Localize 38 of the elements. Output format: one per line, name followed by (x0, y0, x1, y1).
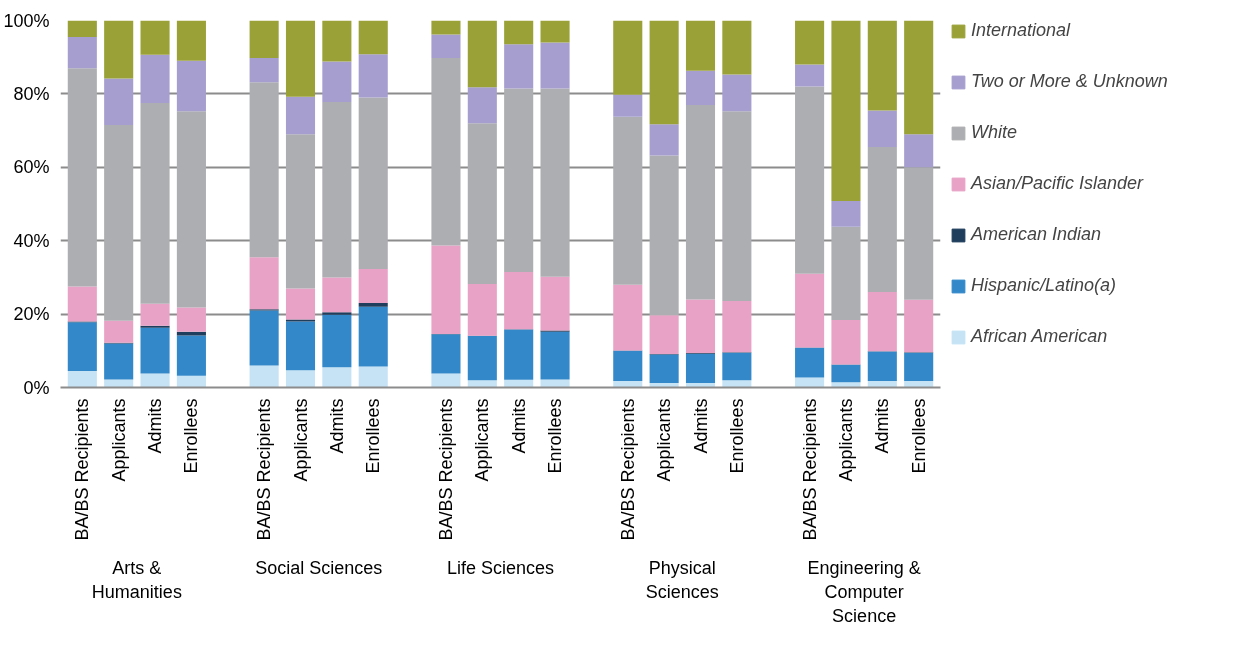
y-tick-label: 40% (13, 230, 50, 251)
x-tick-label: BA/BS Recipients (799, 398, 820, 541)
text: Engineering & Computer Science (807, 557, 921, 626)
x-tick-label: Applicants (472, 398, 493, 482)
x-tick-label: Admits (872, 398, 893, 454)
x-tick-label: Applicants (835, 398, 856, 482)
text: Arts & Humanities (91, 557, 182, 602)
x-tick-label: Applicants (654, 398, 675, 482)
x-tick-label: BA/BS Recipients (72, 398, 93, 541)
text: Life Sciences (446, 557, 555, 578)
x-tick-label: Enrollees (363, 398, 384, 474)
y-tick-label: 80% (13, 83, 50, 104)
y-tick-label: 100% (3, 10, 50, 31)
x-tick-label: Applicants (108, 398, 129, 482)
x-tick-label: Enrollees (908, 398, 929, 474)
x-tick-label: Admits (145, 398, 166, 454)
y-tick-label: 0% (23, 377, 50, 398)
legend-label: Two or More & Unknown (971, 71, 1168, 92)
x-tick-label: Admits (690, 398, 711, 454)
x-tick-label: Enrollees (545, 398, 566, 474)
x-tick-label: Enrollees (726, 398, 747, 474)
x-tick-label: BA/BS Recipients (617, 398, 638, 541)
x-tick-label: Admits (326, 398, 347, 454)
legend-label: Hispanic/Latino(a) (971, 275, 1117, 296)
text: Social Sciences (255, 557, 383, 578)
y-tick-label: 60% (13, 157, 50, 178)
x-tick-label: BA/BS Recipients (435, 398, 456, 541)
legend-label: Asian/Pacific Islander (971, 173, 1144, 194)
legend-label: African American (971, 326, 1108, 347)
x-tick-label: Admits (508, 398, 529, 454)
x-tick-label: Enrollees (181, 398, 202, 474)
x-tick-label: Applicants (290, 398, 311, 482)
y-tick-label: 20% (13, 304, 50, 325)
legend-label: International (971, 20, 1071, 41)
legend-label: American Indian (971, 224, 1102, 245)
text: Physical Sciences (645, 557, 719, 602)
legend-label: White (971, 122, 1018, 143)
x-tick-label: BA/BS Recipients (254, 398, 275, 541)
